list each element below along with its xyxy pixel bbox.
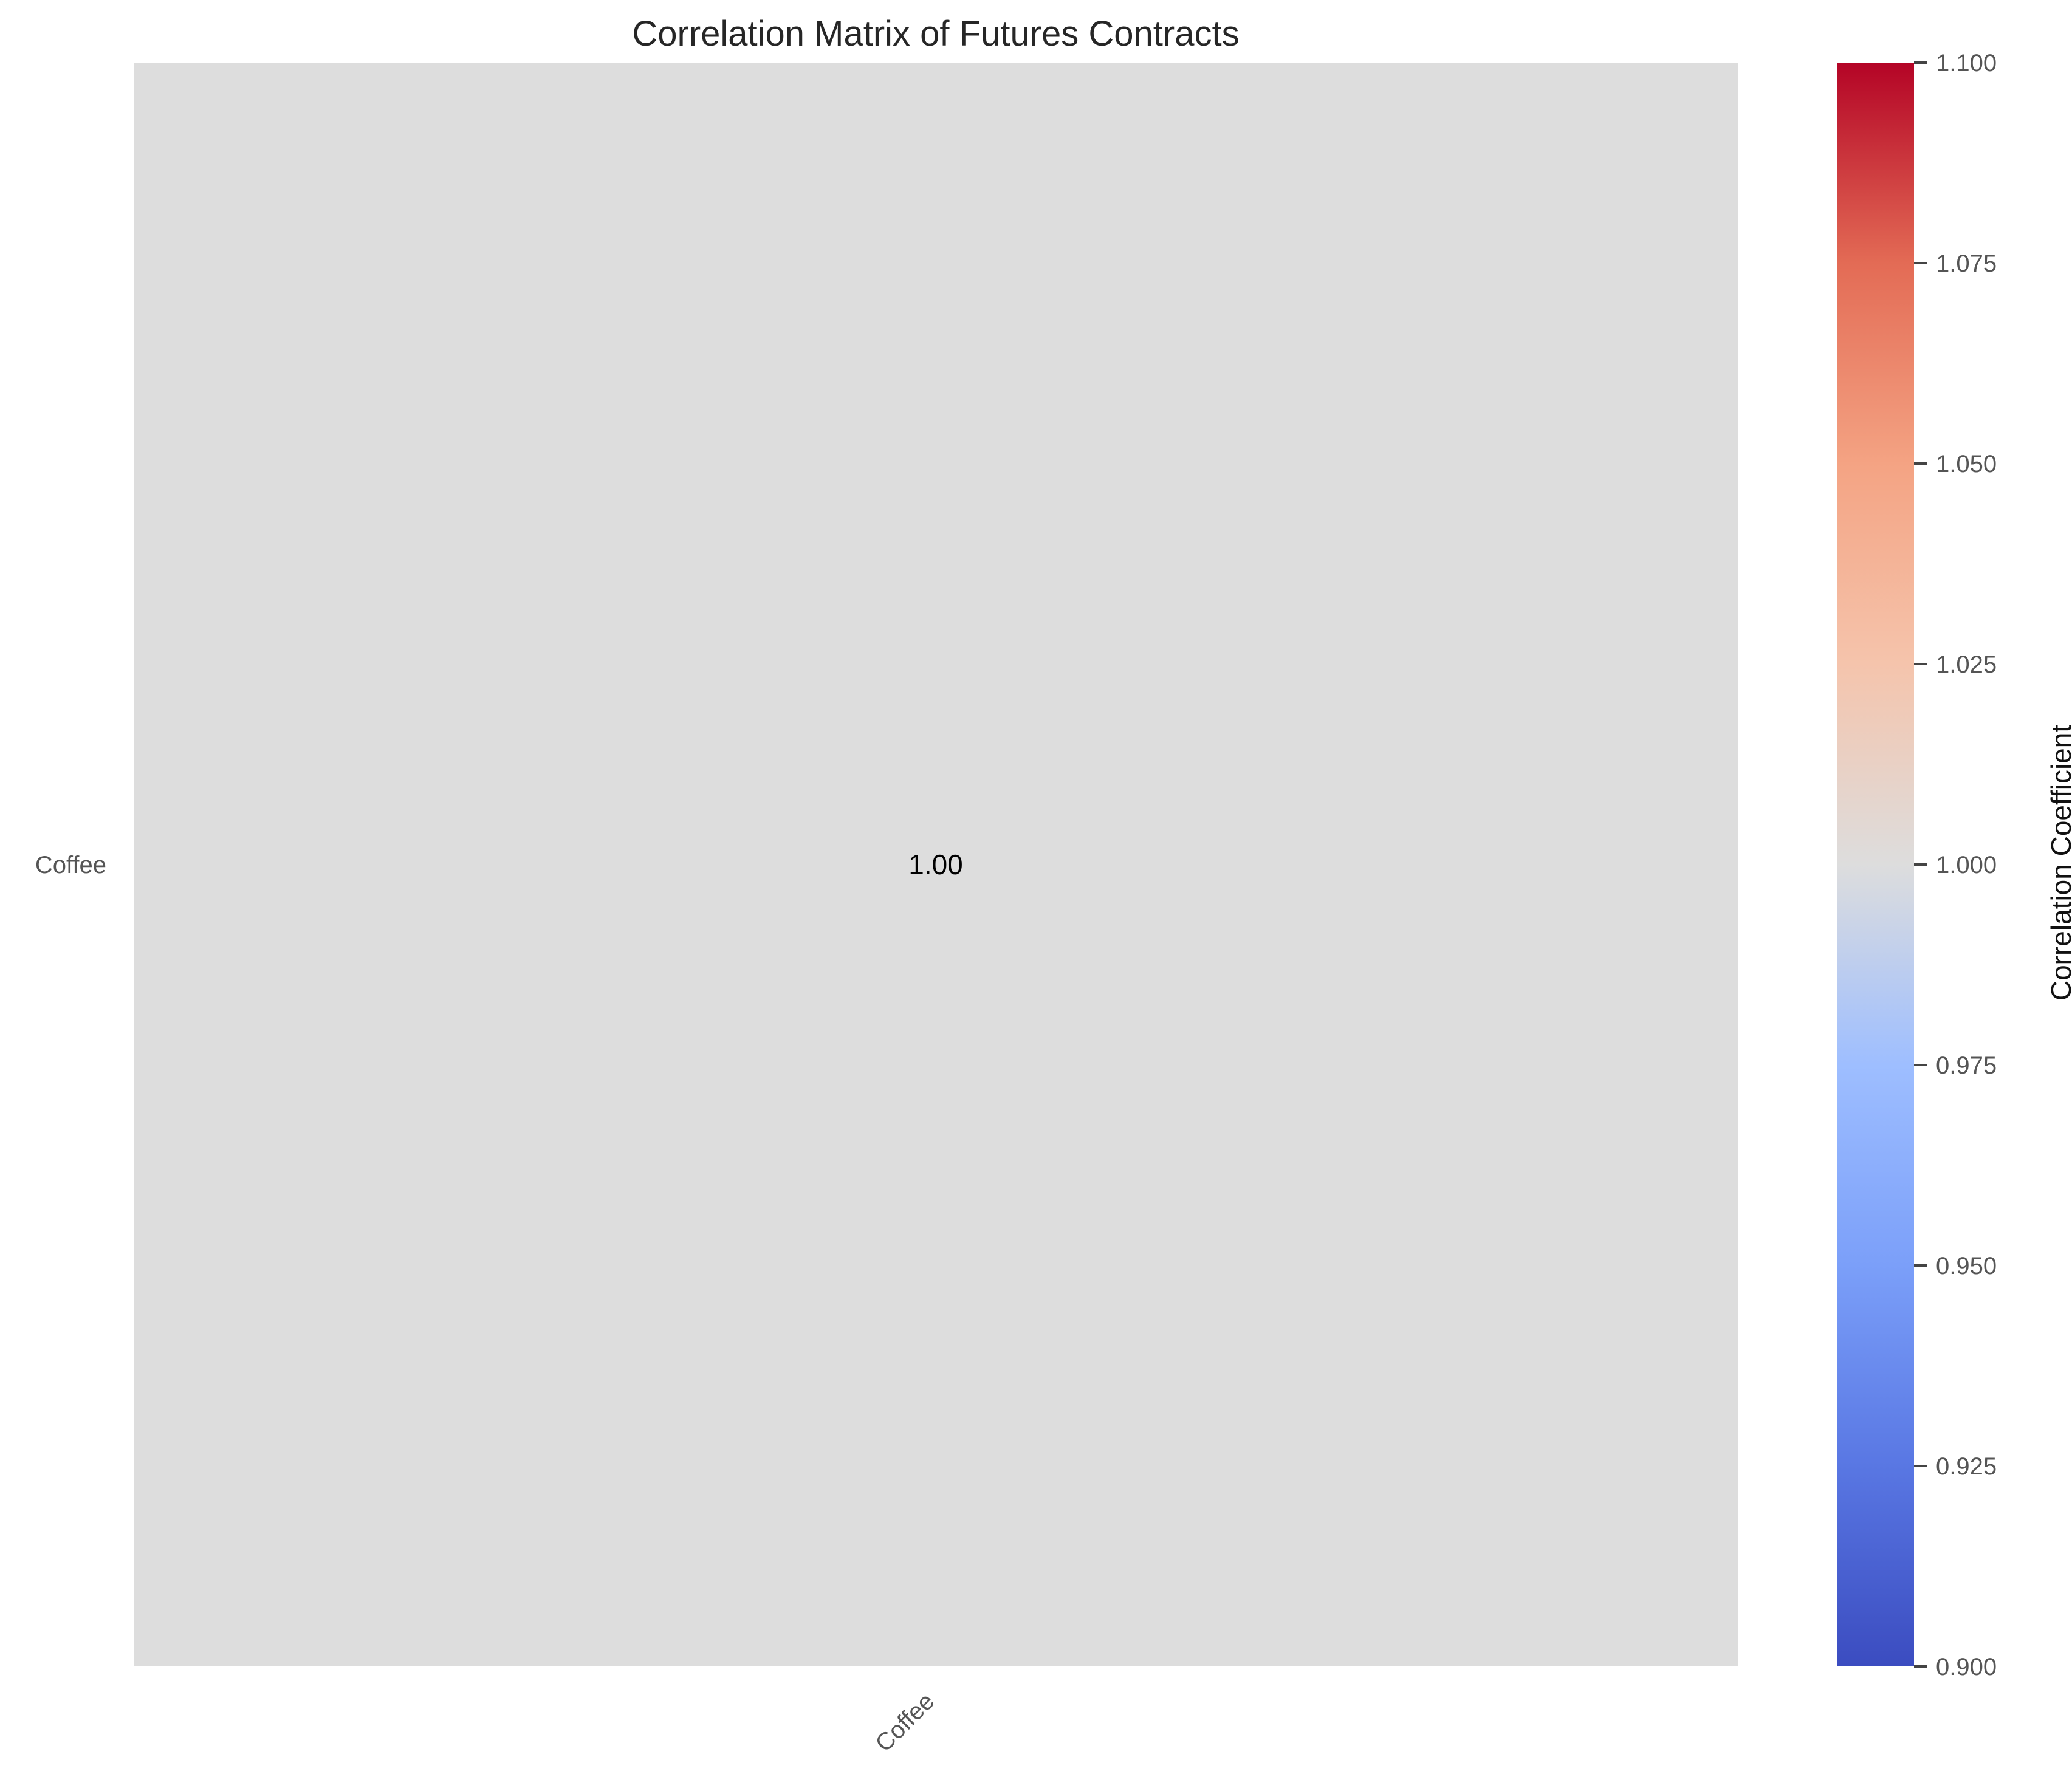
colorbar-tick-label: 1.000 bbox=[1936, 852, 1997, 878]
heatmap-cells: 1.00 bbox=[134, 63, 1738, 1666]
colorbar-tick-label: 1.075 bbox=[1936, 250, 1997, 277]
colorbar-label: Correlation Coefficient bbox=[2045, 725, 2072, 1001]
heatmap-cell bbox=[134, 63, 1738, 1666]
colorbar-tick-label: 1.050 bbox=[1936, 451, 1997, 478]
x-tick-label: Coffee bbox=[870, 1688, 939, 1757]
colorbar-tick-label: 0.950 bbox=[1936, 1253, 1997, 1279]
colorbar-tick-label: 1.100 bbox=[1936, 50, 1997, 77]
y-axis-tick-labels: Coffee bbox=[35, 852, 106, 878]
colorbar bbox=[1837, 63, 1914, 1666]
colorbar-ticks: 0.900 0.925 0.950 0.975 1.000 1.025 1.050 1.075… bbox=[1914, 50, 1997, 1680]
colorbar-tick-label: 0.925 bbox=[1936, 1453, 1997, 1480]
cell-value-label: 1.00 bbox=[908, 849, 963, 880]
colorbar-tick-label: 0.900 bbox=[1936, 1654, 1997, 1680]
chart-title: Correlation Matrix of Futures Contracts bbox=[632, 14, 1239, 53]
colorbar-tick-label: 0.975 bbox=[1936, 1052, 1997, 1079]
y-tick-label: Coffee bbox=[35, 852, 106, 878]
x-axis-tick-labels: Coffee bbox=[870, 1688, 939, 1757]
colorbar-tick-label: 1.025 bbox=[1936, 651, 1997, 678]
